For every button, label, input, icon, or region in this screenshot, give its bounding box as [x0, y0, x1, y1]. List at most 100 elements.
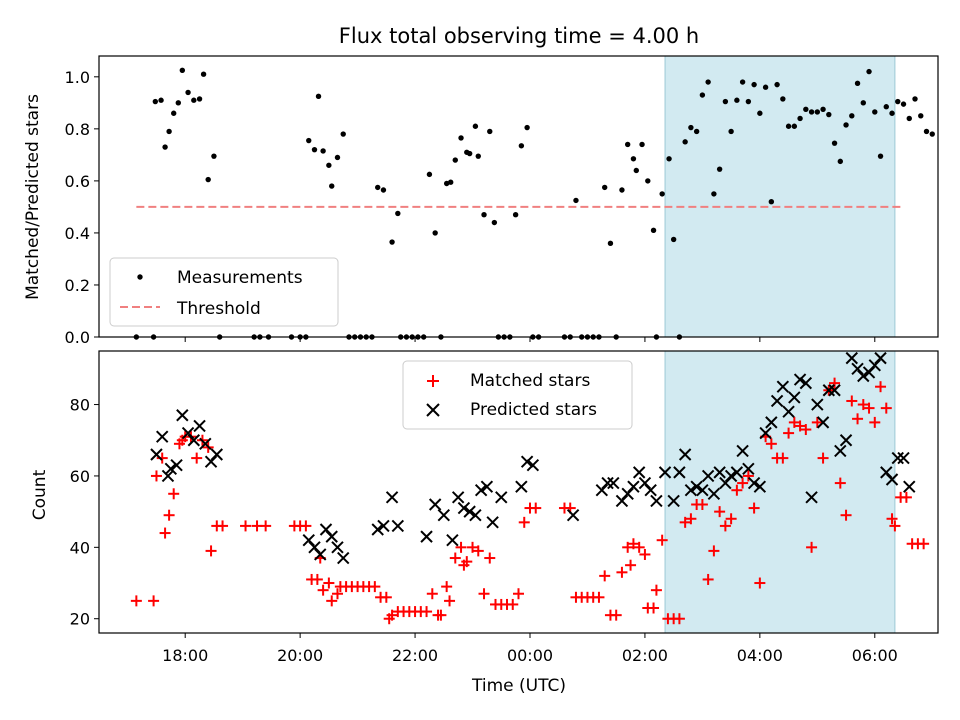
ratio-ytick-label: 1.0	[65, 68, 90, 87]
measurement-point	[466, 150, 473, 157]
predicted-point	[765, 416, 778, 429]
measurement-point	[601, 184, 608, 191]
matched-point	[639, 548, 651, 560]
predicted-point	[337, 551, 350, 565]
xtick-label: 18:00	[162, 646, 208, 665]
predicted-point	[673, 466, 686, 479]
measurement-point	[918, 113, 924, 119]
measurement-point	[191, 97, 197, 103]
matched-point	[593, 591, 605, 603]
predicted-point	[199, 437, 212, 451]
matched-point	[191, 452, 203, 464]
measurement-point	[389, 239, 395, 245]
ratio-legend-box	[109, 257, 339, 327]
predicted-point	[371, 523, 384, 536]
measurement-point	[895, 98, 901, 105]
predicted-point	[210, 448, 224, 461]
matched-point	[472, 545, 484, 557]
matched-point	[737, 477, 749, 489]
predicted-point	[747, 476, 761, 490]
measurement-point	[877, 153, 884, 159]
predicted-point	[391, 519, 405, 533]
matched-point	[869, 416, 881, 428]
predicted-point	[156, 430, 169, 443]
matched-point	[783, 427, 795, 439]
measurement-point	[854, 80, 861, 87]
matched-point	[616, 566, 628, 578]
matched-point	[846, 395, 858, 407]
matched-point	[449, 552, 461, 564]
matched-point	[806, 541, 818, 553]
matched-point	[627, 538, 639, 550]
measurement-point	[518, 143, 525, 149]
measurement-point	[837, 158, 844, 165]
measurement-point	[860, 100, 866, 106]
measurement-point	[179, 67, 186, 74]
measurement-point	[716, 166, 723, 172]
measurement-point	[826, 111, 832, 118]
matched-point	[622, 541, 634, 553]
measurement-point	[688, 124, 694, 131]
count-ylabel: Count	[30, 469, 50, 520]
predicted-point	[678, 448, 692, 461]
measurement-point	[607, 240, 614, 247]
matched-point	[159, 527, 171, 539]
predicted-point	[742, 462, 755, 476]
predicted-point	[520, 455, 534, 468]
ratio-ylabel: Matched/Predicted stars	[23, 94, 43, 300]
measurement-point	[162, 144, 168, 150]
matched-point	[679, 516, 691, 528]
measurement-point	[728, 128, 734, 135]
measurement-point	[166, 128, 172, 135]
measurement-point	[171, 110, 177, 116]
matched-point	[426, 588, 438, 600]
ratio-ytick-label: 0.8	[65, 120, 90, 139]
measurement-point	[774, 81, 780, 88]
xtick-label: 02:00	[622, 646, 668, 665]
predicted-point	[816, 416, 830, 429]
predicted-point	[474, 484, 488, 497]
legend-measurements-label: Measurements	[177, 268, 303, 288]
matched-point	[217, 520, 229, 532]
matched-point	[625, 559, 637, 571]
predicted-point	[446, 533, 459, 547]
predicted-point	[150, 448, 163, 461]
measurement-point	[849, 113, 855, 119]
measurement-point	[693, 128, 700, 135]
measurement-point	[472, 123, 479, 129]
measurement-point	[666, 156, 672, 162]
matched-point	[650, 584, 662, 596]
measurement-point	[624, 141, 631, 148]
predicted-point	[891, 451, 904, 465]
measurement-point	[475, 153, 481, 159]
measurement-point	[699, 92, 706, 98]
matched-point	[748, 502, 760, 514]
measurement-point	[751, 81, 757, 88]
measurement-point	[375, 184, 381, 191]
measurement-point	[306, 137, 312, 144]
measurement-point	[200, 71, 207, 77]
predicted-point	[770, 394, 784, 408]
legend-predicted-label: Predicted stars	[470, 400, 597, 420]
measurement-point	[334, 154, 341, 161]
measurement-point	[205, 176, 211, 183]
measurement-point	[745, 98, 752, 105]
predicted-point	[828, 384, 841, 397]
measurement-point	[650, 227, 657, 234]
predicted-point	[644, 484, 657, 497]
matched-point	[719, 520, 731, 532]
measurement-point	[659, 191, 665, 197]
measurement-point	[512, 212, 519, 218]
predicted-point	[607, 476, 620, 490]
measurement-point	[329, 183, 335, 189]
matched-point	[599, 570, 611, 582]
predicted-point	[601, 476, 614, 490]
predicted-point	[457, 501, 471, 515]
predicted-point	[187, 434, 201, 447]
predicted-point	[782, 405, 795, 418]
measurement-point	[797, 115, 803, 122]
measurement-point	[152, 98, 159, 105]
matched-point	[150, 470, 162, 482]
matched-point	[754, 577, 766, 589]
measurement-point	[458, 135, 464, 141]
